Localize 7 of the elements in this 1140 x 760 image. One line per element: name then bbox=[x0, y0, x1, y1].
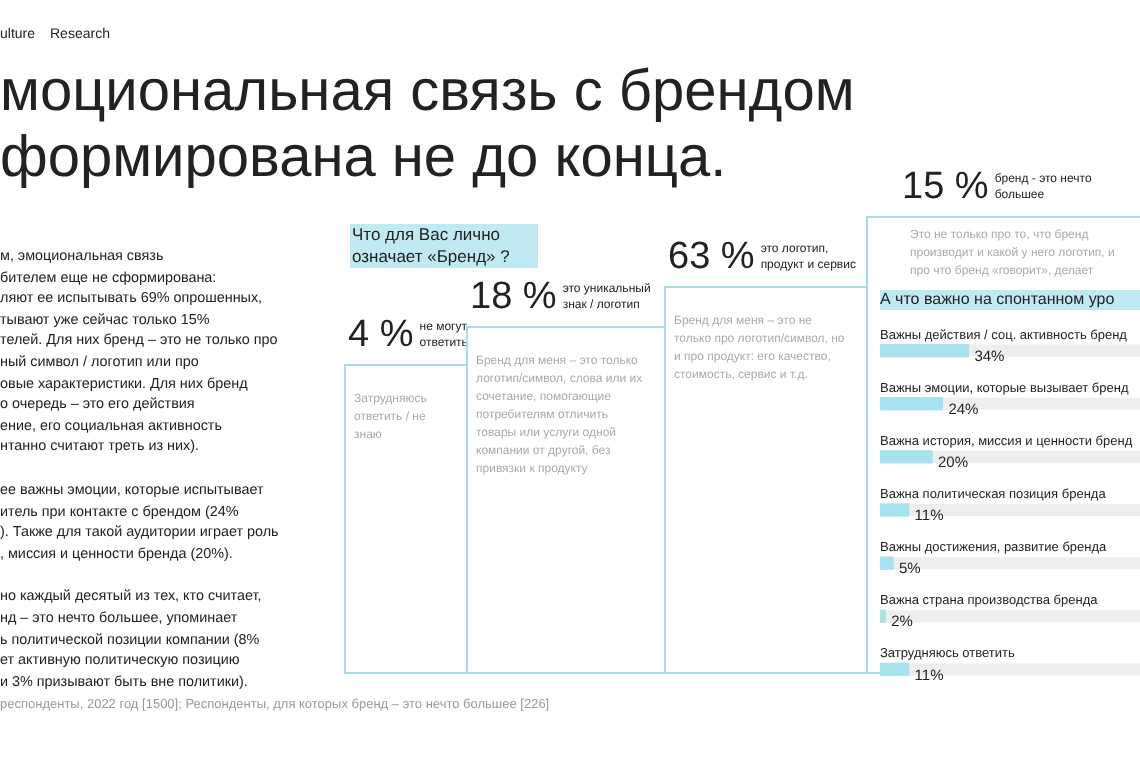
data-label: 18 % bbox=[470, 276, 557, 320]
chart-title: А что важно на спонтанном уро bbox=[880, 290, 1140, 310]
text: моциональная связь с брендом формирована не до конца. bbox=[0, 60, 855, 192]
data-label: 15 % bbox=[902, 166, 989, 210]
text: Что для Вас лично означает «Бренд» ? bbox=[350, 224, 538, 268]
data-label: 63 % bbox=[668, 236, 755, 280]
data-label: 4 % bbox=[348, 314, 414, 358]
